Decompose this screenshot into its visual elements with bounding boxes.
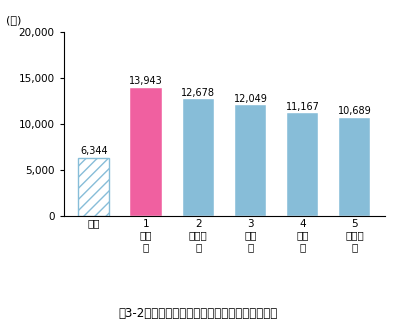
Text: 12,049: 12,049 — [233, 94, 267, 104]
Bar — [235, 105, 266, 216]
Bar — [183, 99, 214, 216]
Text: 12,678: 12,678 — [181, 88, 215, 98]
Text: 13,943: 13,943 — [129, 76, 163, 86]
Bar — [287, 113, 318, 216]
Text: 6,344: 6,344 — [80, 146, 108, 156]
Text: 10,689: 10,689 — [338, 106, 372, 116]
Bar — [130, 88, 162, 216]
Text: 嘰3-2　「焼酒」の支出金額（二人以上の世帯）: 嘰3-2 「焼酒」の支出金額（二人以上の世帯） — [119, 308, 278, 320]
Text: (円): (円) — [6, 15, 21, 25]
Text: 11,167: 11,167 — [286, 102, 320, 112]
Bar — [78, 157, 110, 216]
Bar — [339, 118, 370, 216]
